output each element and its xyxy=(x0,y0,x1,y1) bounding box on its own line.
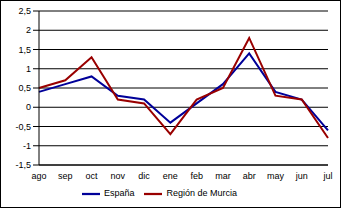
svg-text:2: 2 xyxy=(26,25,31,35)
svg-text:2,5: 2,5 xyxy=(18,6,31,16)
svg-text:jul: jul xyxy=(322,171,332,181)
svg-text:1: 1 xyxy=(26,64,31,74)
svg-text:abr: abr xyxy=(243,171,256,181)
svg-text:feb: feb xyxy=(190,171,203,181)
svg-text:1,5: 1,5 xyxy=(18,45,31,55)
svg-text:may: may xyxy=(267,171,285,181)
svg-text:sep: sep xyxy=(58,171,73,181)
svg-text:0,5: 0,5 xyxy=(18,83,31,93)
svg-text:0: 0 xyxy=(26,102,31,112)
html-text:España: España xyxy=(104,188,135,199)
svg-text:oct: oct xyxy=(86,171,99,181)
svg-text:jun: jun xyxy=(295,171,308,181)
svg-text:nov: nov xyxy=(111,171,126,181)
svg-text:ene: ene xyxy=(163,171,178,181)
svg-text:-1,5: -1,5 xyxy=(15,160,31,170)
svg-text:ago: ago xyxy=(31,171,46,181)
svg-text:-0,5: -0,5 xyxy=(15,122,31,132)
svg-text:dic: dic xyxy=(138,171,150,181)
svg-text:-1: -1 xyxy=(23,141,31,151)
html-text:Región de Murcia: Región de Murcia xyxy=(166,188,237,199)
svg-text:mar: mar xyxy=(215,171,231,181)
